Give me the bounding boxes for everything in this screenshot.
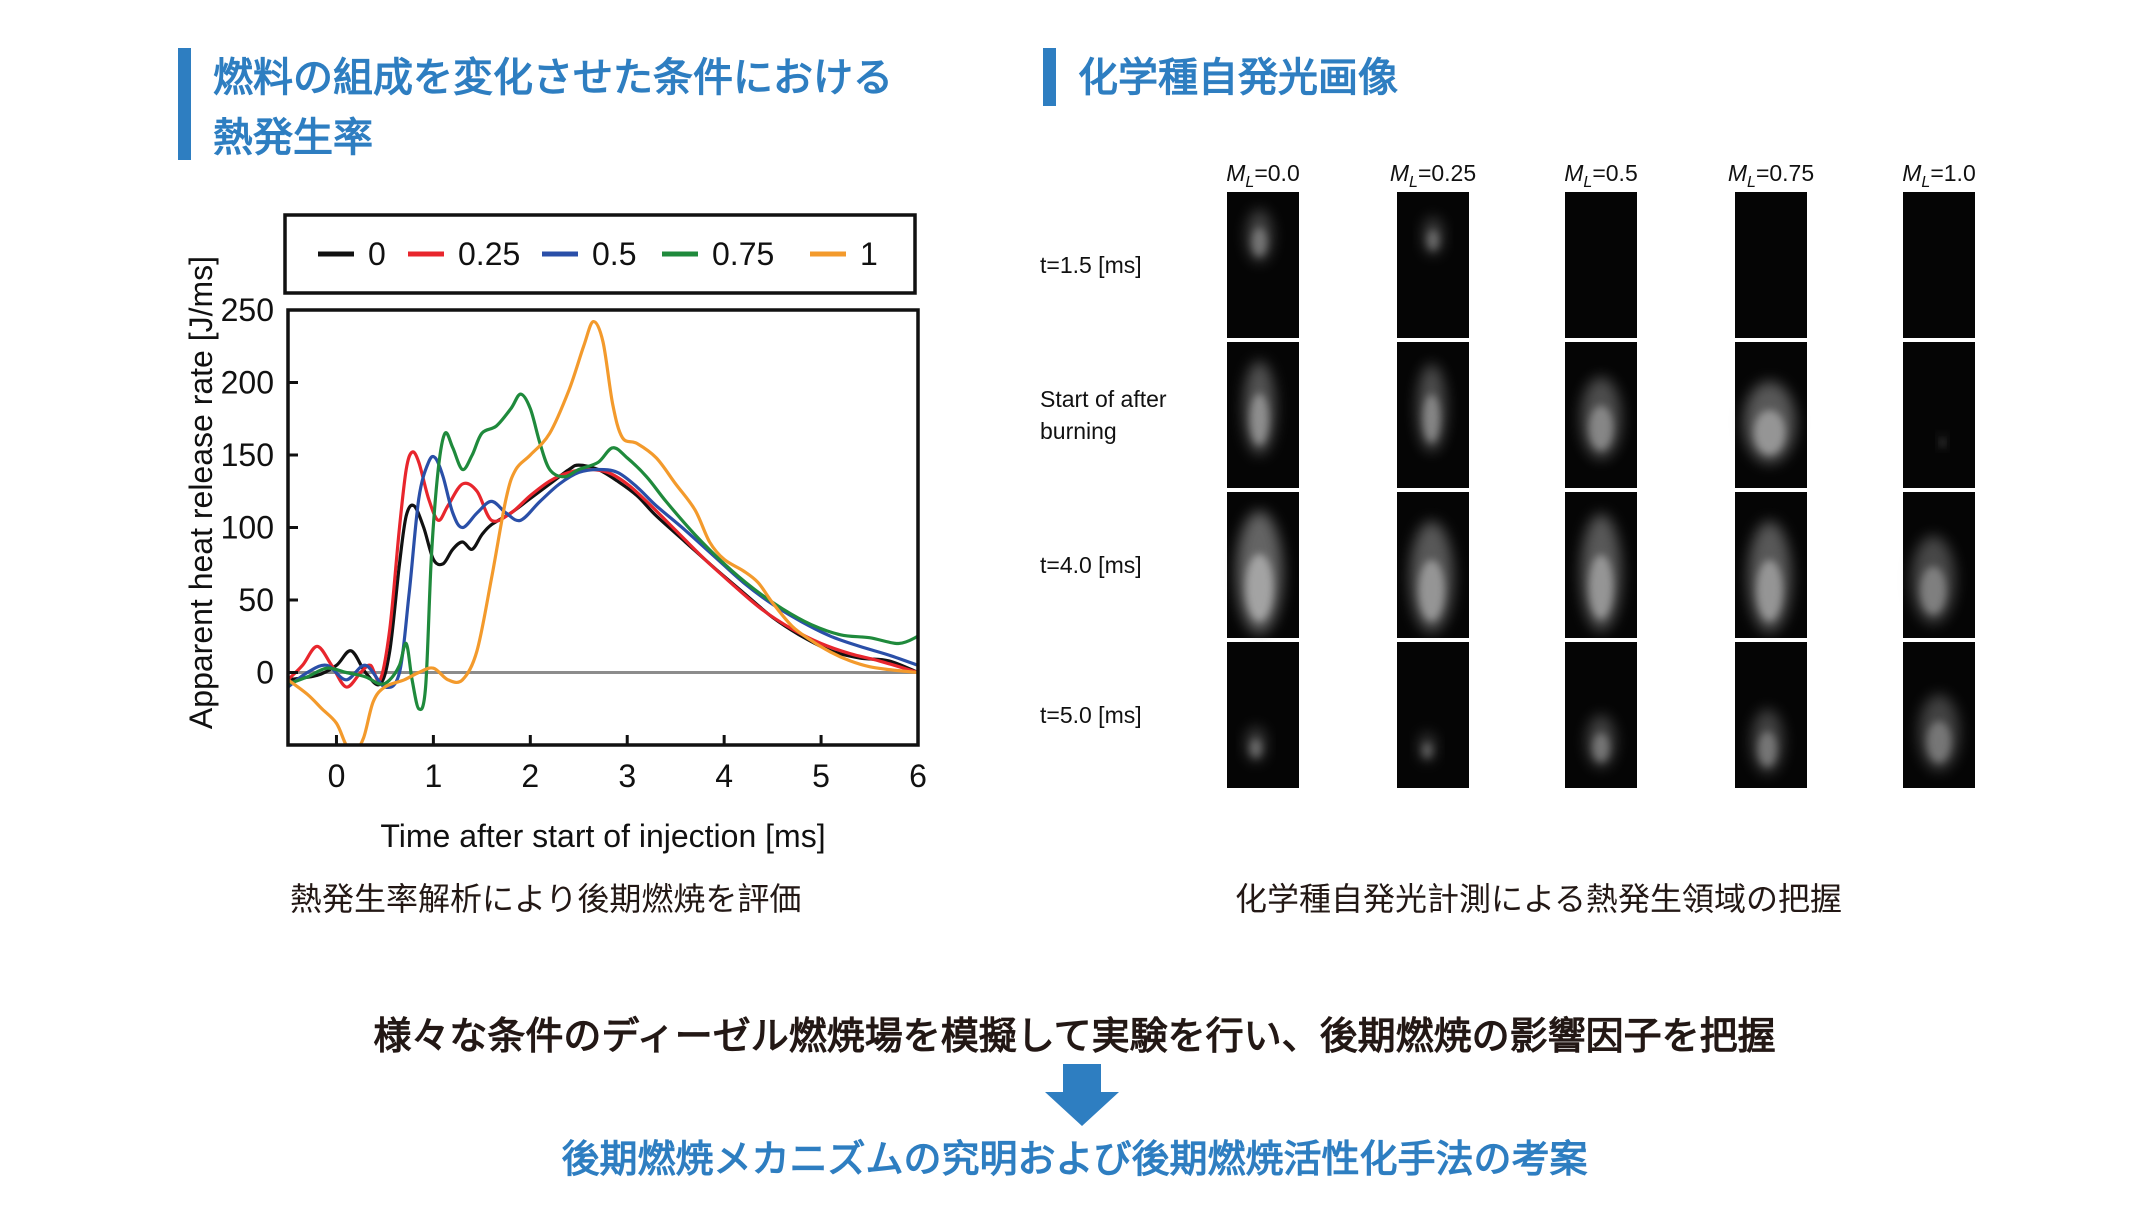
- flame-core: [1926, 721, 1952, 763]
- summary-statement: 様々な条件のディーゼル燃焼場を模擬して実験を行い、後期燃焼の影響因子を把握: [373, 1014, 1776, 1058]
- flame-core: [1426, 230, 1440, 251]
- series-line-1: [288, 320, 918, 745]
- x-tick-label: 2: [521, 758, 539, 794]
- flame-core: [1418, 560, 1445, 622]
- column-label: ML=0.0: [1226, 160, 1299, 191]
- flame-core: [1251, 227, 1268, 257]
- right-caption: 化学種自発光計測による熱発生領域の把握: [1235, 880, 1843, 918]
- y-axis-label: Apparent heat release rate [J/ms]: [183, 256, 219, 729]
- camera-frame: [1735, 192, 1807, 338]
- flame-core: [1940, 439, 1945, 446]
- camera-frame: [1397, 642, 1469, 788]
- y-tick-label: 0: [256, 655, 274, 691]
- series-line-0: [288, 463, 918, 687]
- left-section-title: 燃料の組成を変化させた条件における 熱発生率: [213, 55, 893, 161]
- series-line-0.5: [288, 454, 918, 690]
- legend-label-0.5: 0.5: [592, 236, 636, 272]
- right-section-heading: 化学種自発光画像: [1043, 48, 1398, 108]
- camera-frame: [1227, 642, 1299, 788]
- row-label: t=4.0 [ms]: [1040, 552, 1142, 578]
- column-label: ML=0.75: [1728, 160, 1814, 191]
- x-tick-label: 5: [812, 758, 830, 794]
- flame-core: [1422, 742, 1433, 759]
- flame-core: [1422, 394, 1441, 443]
- row-label: burning: [1040, 418, 1117, 444]
- series-line-0.75: [288, 392, 918, 712]
- column-label: ML=0.5: [1564, 160, 1637, 191]
- flame-core: [1245, 553, 1274, 622]
- row-label: t=5.0 [ms]: [1040, 702, 1142, 728]
- chemiluminescence-image-grid: ML=0.0 ML=0.25 ML=0.5 ML=0.75 ML=1.0 t=1.5 [m…: [1040, 160, 1976, 788]
- legend-label-0: 0: [368, 236, 386, 272]
- row-label: Start of after: [1040, 386, 1167, 412]
- x-axis-label: Time after start of injection [ms]: [380, 818, 825, 854]
- flame-core: [1249, 738, 1262, 759]
- x-tick-label: 1: [424, 758, 442, 794]
- flame-core: [1588, 405, 1614, 451]
- heading-accent-bar: [178, 48, 191, 160]
- x-tick-label: 6: [909, 758, 927, 794]
- chart-legend: 0 0.25 0.5 0.75 1: [283, 213, 917, 295]
- conclusion-statement: 後期燃焼メカニズムの究明および後期燃焼活性化手法の考案: [561, 1137, 1588, 1181]
- flame-core: [1920, 566, 1947, 615]
- camera-frame: [1903, 342, 1975, 488]
- camera-frame: [1397, 192, 1469, 338]
- y-tick-label: 250: [221, 292, 274, 328]
- y-tick-label: 100: [221, 510, 274, 546]
- row-label: t=1.5 [ms]: [1040, 252, 1142, 278]
- y-tick-label: 200: [221, 365, 274, 401]
- column-label: ML=1.0: [1902, 160, 1975, 191]
- legend-label-0.75: 0.75: [712, 236, 774, 272]
- series-lines: [288, 320, 918, 745]
- chart-plot-area: 0 1 2 3 4 5 6 0 50 100 150 200 250: [221, 292, 927, 794]
- camera-frame: [1903, 192, 1975, 338]
- flame-core: [1754, 410, 1786, 456]
- x-tick-label: 0: [328, 758, 346, 794]
- flame-core: [1588, 554, 1614, 620]
- flame-core: [1592, 733, 1610, 763]
- legend-label-0.25: 0.25: [458, 236, 520, 272]
- legend-label-1: 1: [860, 236, 878, 272]
- y-tick-label: 50: [238, 582, 274, 618]
- left-section-heading: 燃料の組成を変化させた条件における 熱発生率: [178, 48, 893, 168]
- series-line-0.25: [288, 450, 918, 689]
- camera-frame: [1565, 192, 1637, 338]
- y-tick-label: 150: [221, 437, 274, 473]
- flame-core: [1757, 731, 1777, 767]
- flame-core: [1249, 393, 1269, 446]
- x-tick-label: 3: [618, 758, 636, 794]
- x-tick-label: 4: [715, 758, 733, 794]
- right-section-title: 化学種自発光画像: [1078, 55, 1398, 101]
- heat-release-chart: 0 0.25 0.5 0.75 1 0 1 2 3 4 5 6 0 50 100 150 200 250 Tim…: [183, 213, 927, 854]
- left-caption: 熱発生率解析により後期燃焼を評価: [290, 880, 802, 918]
- column-label: ML=0.25: [1390, 160, 1476, 191]
- down-arrow-icon: [1045, 1064, 1119, 1126]
- heading-accent-bar: [1043, 48, 1056, 106]
- flame-core: [1756, 560, 1783, 622]
